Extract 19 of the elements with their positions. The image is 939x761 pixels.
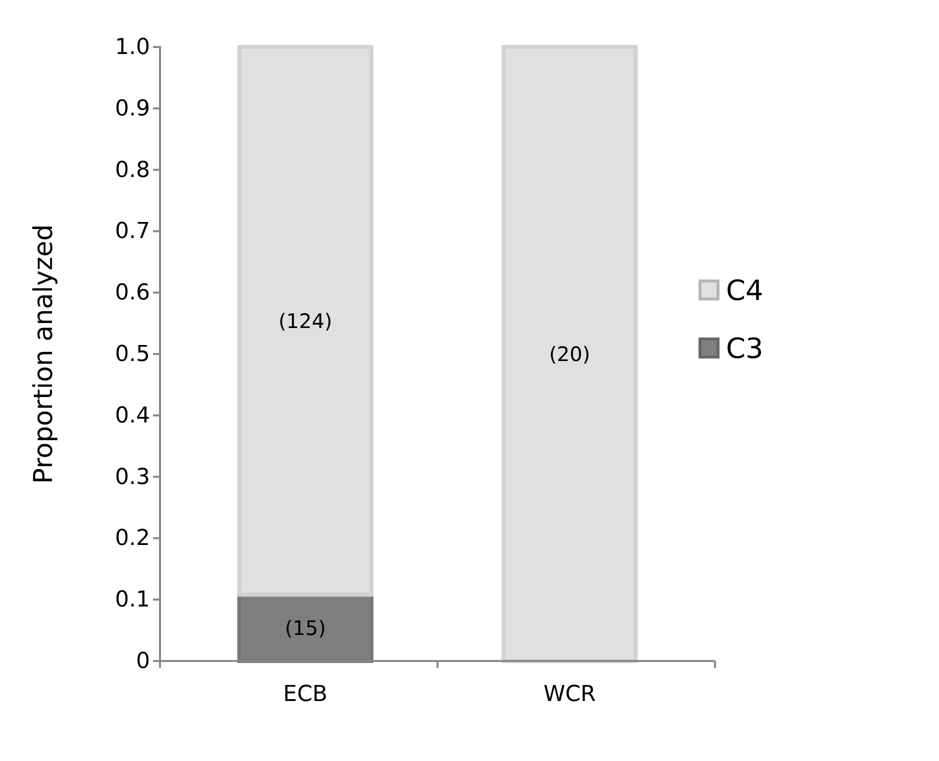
y-tick-label: 0.7 [115, 219, 150, 244]
y-tick-label: 0.9 [115, 96, 150, 122]
y-tick-label: 0.5 [115, 342, 150, 368]
annotation: (20) [549, 342, 590, 366]
y-tick-label: 0.6 [115, 280, 150, 306]
legend-label: C4 [726, 274, 764, 307]
y-tick-label: 0 [136, 649, 150, 674]
y-tick-label: 1.0 [115, 35, 150, 60]
y-tick-label: 0.2 [115, 526, 150, 552]
x-tick-label: WCR [543, 682, 596, 707]
y-tick-label: 0.1 [115, 588, 150, 613]
y-axis-title: Proportion analyzed [29, 224, 59, 484]
legend-label: C3 [726, 332, 764, 365]
annotation: (124) [278, 308, 332, 333]
y-tick-label: 0.3 [115, 464, 150, 490]
y-tick-label: 0.4 [115, 403, 150, 428]
y-tick-label: 0.8 [115, 158, 150, 183]
x-tick-label: ECB [283, 682, 328, 707]
annotation: (15) [284, 616, 326, 640]
